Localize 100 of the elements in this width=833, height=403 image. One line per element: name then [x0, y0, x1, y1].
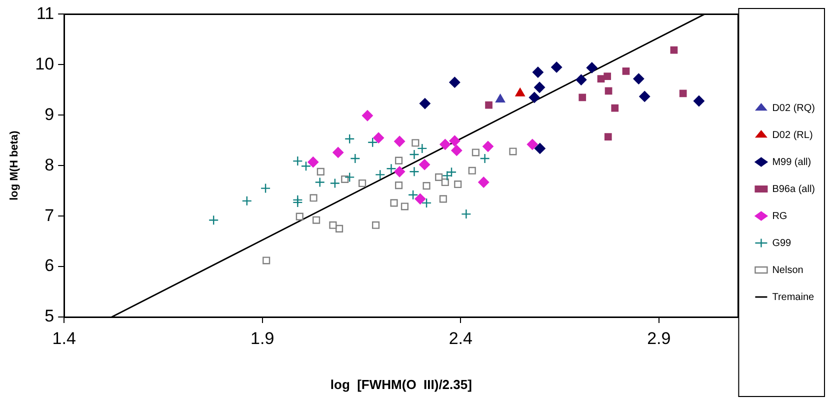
point — [534, 142, 546, 154]
legend-label: RG — [772, 210, 788, 222]
point — [242, 196, 252, 206]
point — [526, 138, 538, 150]
point — [308, 156, 319, 168]
point — [633, 73, 644, 84]
point — [482, 140, 494, 152]
point — [528, 92, 540, 103]
point — [394, 156, 403, 164]
point — [611, 104, 619, 112]
legend-label: Nelson — [772, 264, 804, 276]
point — [344, 172, 355, 182]
point — [262, 256, 270, 264]
point — [375, 170, 386, 180]
point — [670, 46, 678, 54]
point — [534, 82, 546, 93]
point — [449, 76, 460, 88]
point — [394, 166, 406, 178]
point — [373, 132, 384, 144]
point — [442, 170, 452, 181]
point — [422, 182, 430, 190]
point — [454, 180, 462, 188]
point — [551, 62, 562, 73]
x-tick-label: 2.9 — [647, 328, 671, 348]
point — [604, 72, 612, 80]
point — [330, 178, 340, 188]
legend-label: M99 (all) — [772, 156, 812, 168]
point — [586, 62, 598, 74]
point — [409, 149, 420, 160]
point — [400, 202, 409, 210]
point — [412, 139, 420, 147]
point — [332, 146, 344, 158]
point — [485, 101, 492, 109]
point — [417, 143, 428, 154]
y-tick-label: 8 — [44, 155, 54, 174]
x-tick-label: 2.4 — [448, 328, 472, 348]
y-axis-title: log M(H beta) — [8, 130, 21, 200]
point — [316, 168, 324, 176]
legend-label: B96a (all) — [772, 184, 816, 195]
point — [679, 90, 687, 98]
point — [446, 167, 457, 178]
point — [468, 166, 476, 174]
point — [350, 153, 360, 164]
point — [329, 221, 337, 229]
point — [362, 110, 373, 122]
point — [372, 221, 380, 229]
y-tick-label: 9 — [44, 104, 54, 124]
point — [435, 173, 443, 181]
point — [495, 94, 506, 102]
point — [604, 133, 612, 141]
point — [578, 94, 586, 102]
x-tick-label: 1.4 — [52, 328, 76, 348]
point — [208, 215, 219, 226]
x-axis-title: log [FWHM(O III)/2.35] — [330, 376, 472, 392]
point — [336, 224, 344, 232]
point — [312, 216, 320, 224]
point — [639, 90, 650, 102]
point — [390, 199, 398, 207]
point — [292, 156, 303, 166]
point — [472, 148, 480, 156]
point — [532, 66, 544, 78]
point — [394, 182, 403, 190]
point — [509, 148, 517, 156]
y-tick-label: 6 — [44, 256, 54, 276]
x-tick-label: 1.9 — [250, 328, 274, 348]
point — [461, 208, 472, 220]
point — [622, 68, 630, 75]
y-tick-label: 7 — [44, 206, 54, 225]
legend-label: D02 (RL) — [772, 130, 813, 141]
point — [314, 177, 325, 188]
point — [386, 164, 396, 174]
point — [260, 183, 271, 194]
point — [478, 176, 490, 188]
point — [310, 194, 318, 202]
point — [300, 161, 312, 172]
point — [394, 136, 406, 147]
point — [439, 195, 447, 203]
point — [604, 87, 612, 95]
y-tick-label: 10 — [35, 54, 54, 74]
point — [440, 138, 451, 150]
point — [421, 198, 432, 208]
point — [296, 212, 304, 220]
point — [408, 190, 418, 200]
point — [576, 74, 587, 86]
point — [341, 175, 349, 184]
point — [515, 88, 525, 96]
y-tick-label: 5 — [44, 306, 54, 326]
point — [419, 159, 430, 170]
legend-label: Tremaine — [772, 292, 815, 303]
point — [358, 179, 366, 188]
legend-label: G99 — [772, 238, 792, 249]
point — [409, 166, 420, 177]
point — [292, 197, 303, 208]
y-tick-label: 11 — [36, 4, 54, 23]
point — [451, 144, 462, 156]
point — [449, 135, 460, 146]
point — [480, 153, 490, 164]
point — [441, 178, 449, 186]
point — [414, 193, 426, 204]
point — [368, 137, 378, 148]
